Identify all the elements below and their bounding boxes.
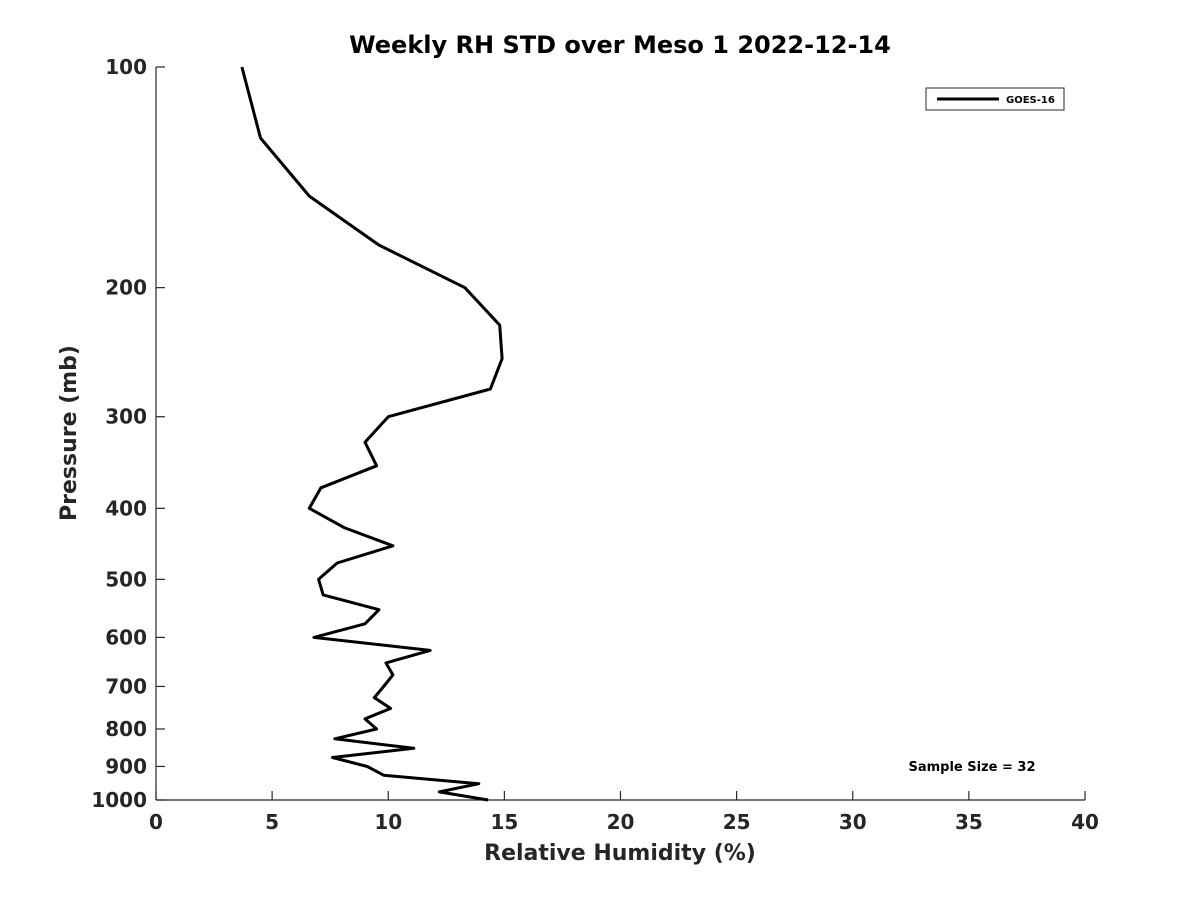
y-tick-label: 500 — [105, 567, 147, 591]
legend: GOES-16 — [925, 87, 1065, 111]
legend-entry-label: GOES-16 — [1006, 95, 1055, 106]
x-tick-label: 15 — [490, 810, 518, 834]
y-tick-label: 400 — [105, 496, 147, 520]
x-tick-label: 20 — [607, 810, 635, 834]
y-axis-label: Pressure (mb) — [57, 345, 82, 521]
x-tick-label: 10 — [374, 810, 402, 834]
x-tick-label: 40 — [1071, 810, 1099, 834]
x-tick-label: 25 — [723, 810, 751, 834]
y-tick-label: 700 — [105, 674, 147, 698]
y-tick-label: 600 — [105, 625, 147, 649]
x-axis-label: Relative Humidity (%) — [484, 841, 756, 866]
x-tick-label: 5 — [265, 810, 279, 834]
y-tick-label: 200 — [105, 276, 147, 300]
x-tick-label: 35 — [955, 810, 983, 834]
x-tick-label: 30 — [839, 810, 867, 834]
y-tick-label: 900 — [105, 754, 147, 778]
y-tick-label: 100 — [105, 55, 147, 79]
y-tick-label: 300 — [105, 405, 147, 429]
chart-title: Weekly RH STD over Meso 1 2022-12-14 — [349, 31, 891, 59]
sample-size-annotation: Sample Size = 32 — [908, 760, 1035, 775]
series-line-goes-16 — [240, 66, 504, 802]
plot-area: 0 5 10 15 20 25 30 35 40 100 200 300 400 500 600 700 800… — [91, 55, 1099, 834]
y-tick-label: 800 — [105, 717, 147, 741]
y-tick-label: 1000 — [91, 788, 147, 812]
x-tick-label: 0 — [149, 810, 163, 834]
